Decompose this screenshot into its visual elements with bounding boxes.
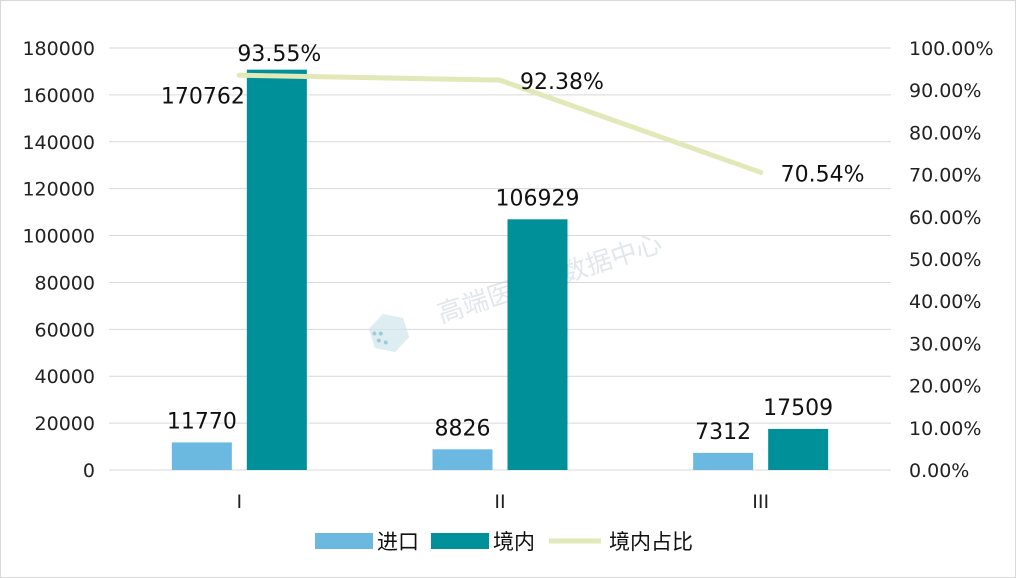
- y-left-tick-label: 60000: [35, 319, 95, 341]
- y-right-tick-label: 100.00%: [909, 38, 994, 60]
- legend-swatch: [315, 533, 373, 549]
- y-right-tick-label: 30.00%: [909, 333, 981, 355]
- ratio-line-path: [236, 72, 764, 175]
- x-tick-label: III: [752, 491, 769, 513]
- bar-value-label: 170762: [161, 85, 245, 110]
- y-right-tick-label: 90.00%: [909, 80, 981, 102]
- bar-value-label: 17509: [763, 396, 833, 421]
- x-tick-label: II: [494, 491, 505, 513]
- bar: [768, 428, 829, 470]
- bar-value-label: 106929: [496, 186, 580, 211]
- bar-value-label: 11770: [167, 409, 237, 434]
- line-value-label: 70.54%: [781, 162, 865, 187]
- y-right-tick-label: 0.00%: [909, 460, 969, 482]
- bar-value-label: 7312: [695, 420, 751, 445]
- y-right-tick-label: 70.00%: [909, 165, 981, 187]
- line-value-label: 93.55%: [237, 42, 321, 67]
- legend: 进口 境内 境内占比: [315, 530, 693, 554]
- y-left-tick-label: 160000: [22, 85, 95, 107]
- y-axis-left: 0 20000 40000 60000 80000 100000 120000 140000 1…: [22, 38, 95, 482]
- y-left-tick-label: 0: [83, 460, 95, 482]
- y-right-tick-label: 60.00%: [909, 207, 981, 229]
- bar: [171, 442, 232, 470]
- data-labels: 11770 8826 7312 170762 106929 17509 93.55% 92.3…: [161, 42, 865, 445]
- y-right-tick-label: 40.00%: [909, 291, 981, 313]
- y-left-tick-label: 40000: [35, 366, 95, 388]
- bar-value-label: 8826: [435, 416, 491, 441]
- y-axis-right: 0.00% 10.00% 20.00% 30.00% 40.00% 50.00% 60.00…: [909, 38, 994, 482]
- y-left-tick-label: 140000: [22, 132, 95, 154]
- y-right-tick-label: 80.00%: [909, 122, 981, 144]
- y-right-tick-label: 10.00%: [909, 418, 981, 440]
- legend-swatch: [431, 533, 489, 549]
- bar: [507, 219, 568, 470]
- gridlines: [109, 47, 891, 471]
- bar: [432, 449, 493, 470]
- y-left-tick-label: 120000: [22, 179, 95, 201]
- y-left-tick-label: 80000: [35, 272, 95, 294]
- legend-label: 进口: [377, 530, 419, 554]
- legend-label: 境内: [493, 530, 535, 554]
- ratio-line: [236, 72, 764, 175]
- y-right-tick-label: 50.00%: [909, 249, 981, 271]
- bar: [246, 69, 307, 471]
- bar: [693, 452, 754, 470]
- x-tick-label: I: [237, 491, 243, 513]
- y-right-tick-label: 20.00%: [909, 376, 981, 398]
- y-left-tick-label: 20000: [35, 413, 95, 435]
- y-left-tick-label: 180000: [22, 38, 95, 60]
- line-value-label: 92.38%: [520, 70, 604, 95]
- x-axis: I II III: [237, 491, 770, 513]
- y-left-tick-label: 100000: [22, 226, 95, 248]
- watermark-logo-icon: [368, 313, 410, 353]
- bars: [171, 69, 829, 471]
- legend-label: 境内占比: [609, 530, 693, 554]
